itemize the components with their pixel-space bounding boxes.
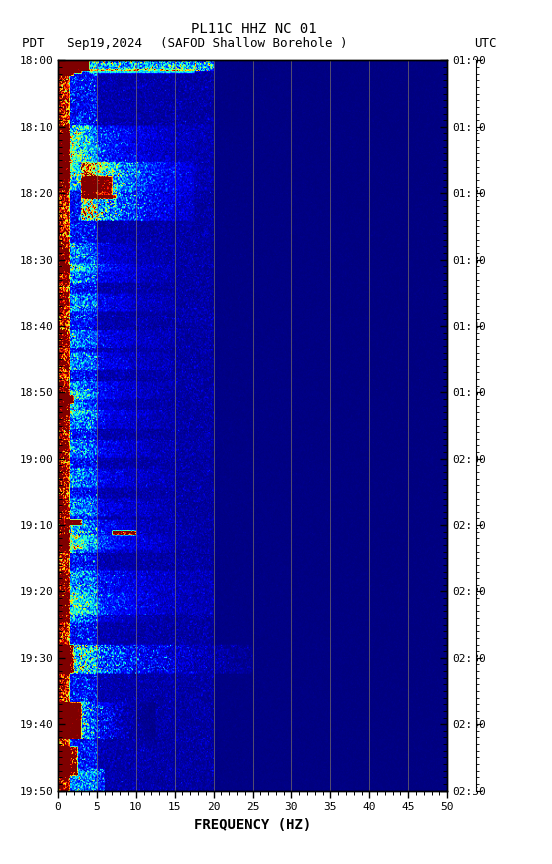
Text: (SAFOD Shallow Borehole ): (SAFOD Shallow Borehole ) [160,37,348,50]
Text: UTC: UTC [474,37,497,50]
Text: PL11C HHZ NC 01: PL11C HHZ NC 01 [191,22,317,35]
Text: PDT   Sep19,2024: PDT Sep19,2024 [22,37,142,50]
X-axis label: FREQUENCY (HZ): FREQUENCY (HZ) [194,818,311,832]
